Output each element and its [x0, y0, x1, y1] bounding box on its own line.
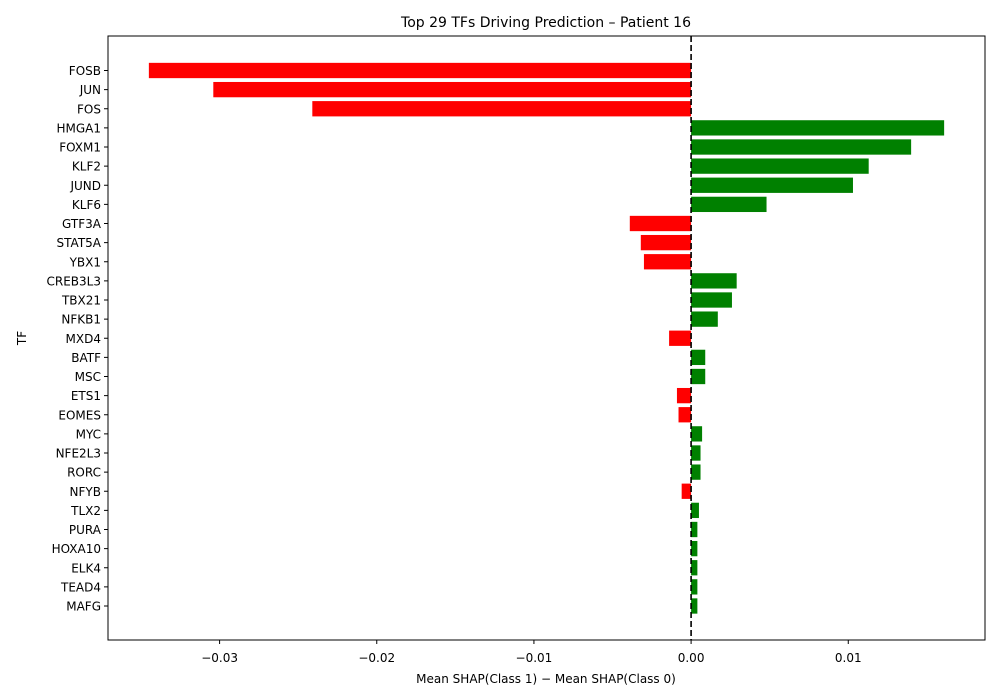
bar-eomes — [678, 407, 692, 423]
y-tick-label: MAFG — [66, 600, 101, 614]
bar-mafg — [691, 598, 698, 614]
y-tick-label: FOS — [77, 102, 101, 116]
y-tick-label: GTF3A — [62, 217, 102, 231]
bar-rorc — [691, 464, 701, 480]
bar-tead4 — [691, 579, 698, 595]
y-tick-label: FOXM1 — [59, 141, 101, 155]
y-tick-label: TEAD4 — [60, 580, 101, 594]
x-tick-label: −0.01 — [516, 651, 553, 665]
y-tick-label: NFE2L3 — [56, 447, 101, 461]
chart-title: Top 29 TFs Driving Prediction – Patient … — [400, 15, 691, 31]
y-tick-label: ETS1 — [71, 389, 101, 403]
y-tick-label: JUND — [69, 179, 101, 193]
y-axis-label: TF — [15, 331, 29, 346]
bar-ybx1 — [643, 254, 692, 270]
x-tick-label: 0.01 — [835, 651, 862, 665]
y-tick-label: MSC — [75, 370, 101, 384]
bar-creb3l3 — [691, 273, 737, 289]
y-tick-label: EOMES — [58, 408, 101, 422]
x-axis-ticks: −0.03 −0.02 −0.01 0.00 0.01 — [201, 640, 862, 665]
y-tick-label: HOXA10 — [52, 542, 101, 556]
y-tick-label: JUN — [79, 83, 101, 97]
bar-pura — [691, 521, 698, 538]
x-axis-label: Mean SHAP(Class 1) − Mean SHAP(Class 0) — [416, 672, 676, 686]
x-tick-label: −0.03 — [201, 651, 238, 665]
bar-tbx21 — [691, 292, 732, 308]
bar-hmga1 — [691, 120, 945, 136]
bar-stat5a — [640, 234, 692, 251]
bar-tlx2 — [691, 502, 699, 519]
y-tick-label: FOSB — [69, 64, 101, 78]
bar-jun — [213, 81, 692, 98]
bar-mxd4 — [669, 330, 692, 346]
y-tick-label: CREB3L3 — [47, 274, 102, 288]
bar-jund — [691, 177, 853, 193]
bar-foxm1 — [691, 139, 912, 155]
bar-fos — [312, 101, 692, 117]
y-tick-label: HMGA1 — [56, 121, 101, 135]
y-tick-label: RORC — [67, 466, 101, 480]
bar-msc — [691, 368, 706, 385]
bar-gtf3a — [629, 215, 692, 232]
y-tick-label: KLF6 — [72, 198, 101, 212]
y-tick-label: MXD4 — [66, 332, 101, 346]
bars-group — [148, 62, 945, 614]
bar-klf2 — [691, 158, 869, 174]
y-tick-label: TLX2 — [70, 504, 101, 518]
bar-nfkb1 — [691, 311, 718, 327]
bar-ets1 — [676, 387, 692, 404]
bar-nfe2l3 — [691, 445, 701, 461]
y-tick-label: PURA — [69, 523, 102, 537]
y-tick-label: NFKB1 — [61, 313, 101, 327]
bar-fosb — [148, 62, 692, 79]
y-tick-label: STAT5A — [57, 236, 102, 250]
y-axis-ticks: FOSB JUN FOS HMGA1 FOXM1 KLF2 JUND KLF6 GTF3A STA… — [47, 64, 108, 614]
y-tick-label: ELK4 — [71, 561, 101, 575]
bar-hoxa10 — [691, 540, 698, 557]
y-tick-label: MYC — [76, 427, 101, 441]
y-tick-label: TBX21 — [61, 294, 101, 308]
x-tick-label: −0.02 — [358, 651, 395, 665]
bar-batf — [691, 349, 706, 366]
y-tick-label: BATF — [71, 351, 101, 365]
bar-myc — [691, 426, 703, 442]
y-tick-label: NFYB — [70, 485, 101, 499]
bar-nfyb — [681, 483, 692, 499]
y-tick-label: KLF2 — [72, 160, 101, 174]
plot-frame — [107, 35, 986, 641]
x-tick-label: 0.00 — [678, 651, 705, 665]
bar-elk4 — [691, 560, 698, 576]
bar-klf6 — [691, 196, 767, 213]
y-tick-label: YBX1 — [69, 255, 101, 269]
